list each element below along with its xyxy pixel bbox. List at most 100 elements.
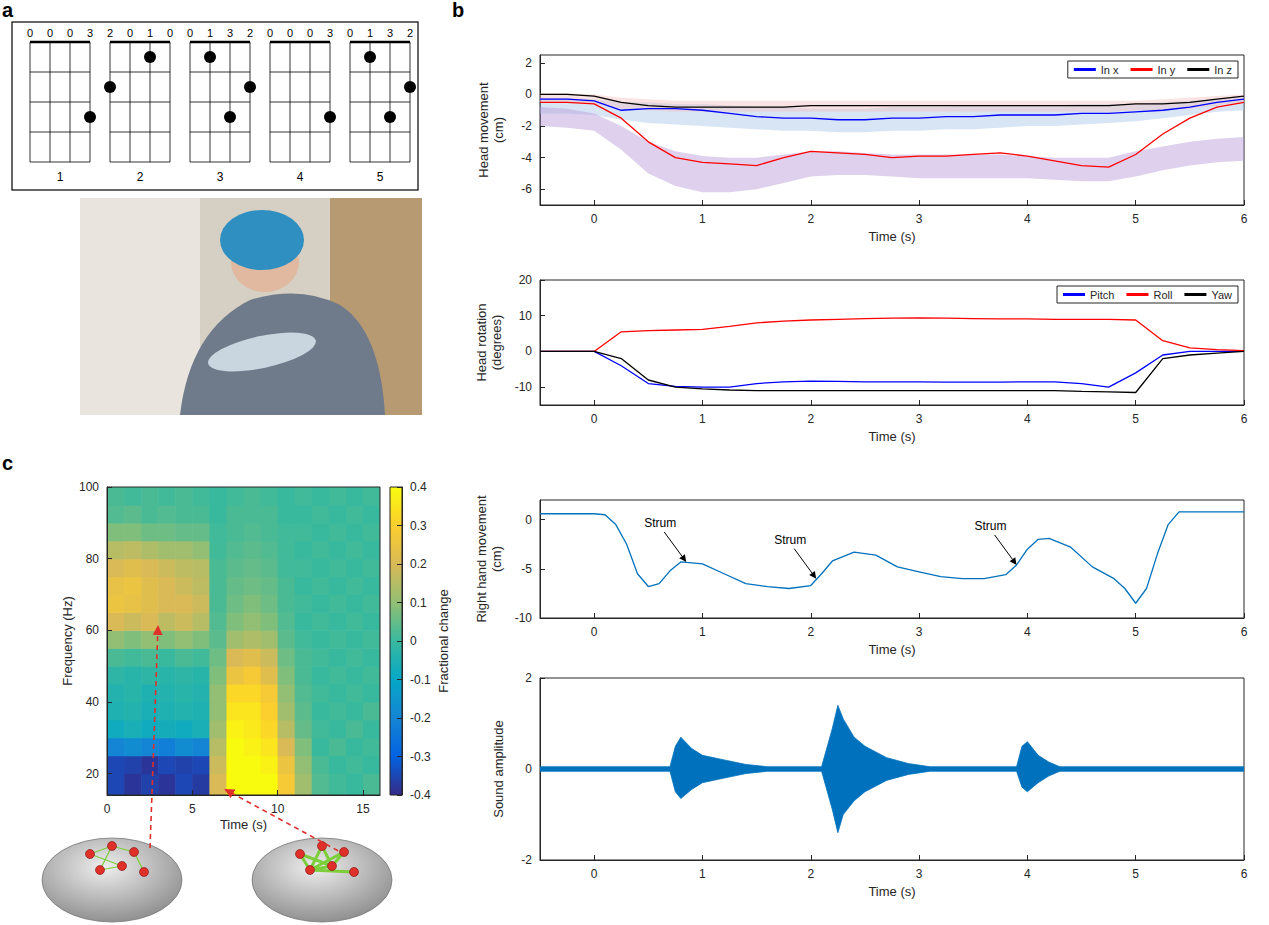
svg-text:0: 0 [307,27,313,39]
svg-text:5: 5 [1132,867,1139,881]
svg-text:3: 3 [87,27,93,39]
svg-text:0.2: 0.2 [410,557,427,571]
svg-text:-0.3: -0.3 [410,750,431,764]
svg-text:0.1: 0.1 [410,596,427,610]
svg-text:2: 2 [807,625,814,639]
svg-text:Strum: Strum [644,516,676,530]
svg-text:20: 20 [519,273,533,287]
svg-text:0: 0 [591,212,598,226]
svg-text:3: 3 [327,27,333,39]
svg-text:3: 3 [217,170,224,184]
svg-text:Right hand movement: Right hand movement [474,495,489,623]
svg-text:2: 2 [107,27,113,39]
svg-text:a: a [2,0,14,21]
svg-text:-0.4: -0.4 [410,788,431,802]
svg-text:0: 0 [347,27,353,39]
svg-text:In y: In y [1158,64,1176,76]
svg-text:(cm): (cm) [491,117,506,143]
svg-text:-4: -4 [521,151,532,165]
svg-text:2: 2 [137,170,144,184]
svg-text:0: 0 [167,27,173,39]
svg-text:0: 0 [187,27,193,39]
svg-text:Time (s): Time (s) [868,884,915,899]
svg-text:0.3: 0.3 [410,519,427,533]
svg-text:3: 3 [916,625,923,639]
svg-text:0: 0 [525,344,532,358]
svg-text:1: 1 [367,27,373,39]
svg-text:5: 5 [377,170,384,184]
svg-text:In z: In z [1214,64,1232,76]
svg-text:6: 6 [1241,212,1248,226]
svg-text:-2: -2 [521,119,532,133]
svg-text:6: 6 [1241,867,1248,881]
svg-text:-2: -2 [521,853,532,867]
svg-text:0: 0 [287,27,293,39]
svg-text:1: 1 [57,170,64,184]
svg-text:100: 100 [79,480,99,494]
svg-text:In x: In x [1101,64,1119,76]
svg-text:Roll: Roll [1153,289,1172,301]
svg-text:3: 3 [387,27,393,39]
svg-text:Strum: Strum [774,533,806,547]
svg-text:4: 4 [1024,625,1031,639]
svg-text:c: c [2,452,13,474]
svg-text:-10: -10 [515,611,533,625]
svg-text:6: 6 [1241,625,1248,639]
svg-text:80: 80 [86,552,100,566]
svg-text:5: 5 [1132,212,1139,226]
svg-text:5: 5 [1132,625,1139,639]
svg-text:Time (s): Time (s) [220,817,267,832]
svg-text:3: 3 [916,867,923,881]
svg-text:5: 5 [1132,412,1139,426]
svg-text:1: 1 [147,27,153,39]
svg-text:4: 4 [1024,212,1031,226]
svg-text:Time (s): Time (s) [868,429,915,444]
svg-text:40: 40 [86,695,100,709]
svg-text:b: b [452,0,464,21]
svg-text:-6: -6 [521,182,532,196]
svg-text:(degrees): (degrees) [489,315,504,371]
svg-text:10: 10 [271,802,285,816]
svg-text:Sound amplitude: Sound amplitude [491,720,506,818]
svg-text:Time (s): Time (s) [868,229,915,244]
svg-text:Pitch: Pitch [1090,289,1114,301]
svg-text:4: 4 [1024,412,1031,426]
svg-text:0.4: 0.4 [410,480,427,494]
svg-text:1: 1 [699,867,706,881]
svg-text:3: 3 [916,212,923,226]
svg-text:Strum: Strum [975,519,1007,533]
svg-text:-5: -5 [521,562,532,576]
svg-text:1: 1 [699,412,706,426]
svg-text:Head movement: Head movement [476,82,491,178]
svg-text:0: 0 [104,802,111,816]
svg-text:10: 10 [519,309,533,323]
svg-text:3: 3 [916,412,923,426]
svg-text:0: 0 [27,27,33,39]
svg-text:0: 0 [267,27,273,39]
svg-text:4: 4 [297,170,304,184]
svg-text:2: 2 [807,867,814,881]
svg-text:0: 0 [525,762,532,776]
svg-text:2: 2 [525,671,532,685]
svg-text:60: 60 [86,623,100,637]
svg-text:0: 0 [591,625,598,639]
svg-text:0: 0 [410,634,417,648]
svg-text:15: 15 [356,802,370,816]
svg-text:0: 0 [525,513,532,527]
svg-text:2: 2 [807,212,814,226]
svg-text:0: 0 [591,867,598,881]
svg-text:Fractional change: Fractional change [436,589,451,692]
svg-text:1: 1 [207,27,213,39]
svg-text:2: 2 [807,412,814,426]
svg-text:2: 2 [525,56,532,70]
svg-text:1: 1 [699,625,706,639]
svg-text:5: 5 [189,802,196,816]
svg-text:Frequency (Hz): Frequency (Hz) [60,596,75,686]
svg-text:-0.1: -0.1 [410,673,431,687]
svg-text:Yaw: Yaw [1211,289,1232,301]
svg-text:20: 20 [86,767,100,781]
svg-text:Head rotation: Head rotation [474,303,489,381]
svg-text:2: 2 [247,27,253,39]
svg-text:(cm): (cm) [489,546,504,572]
svg-text:0: 0 [67,27,73,39]
